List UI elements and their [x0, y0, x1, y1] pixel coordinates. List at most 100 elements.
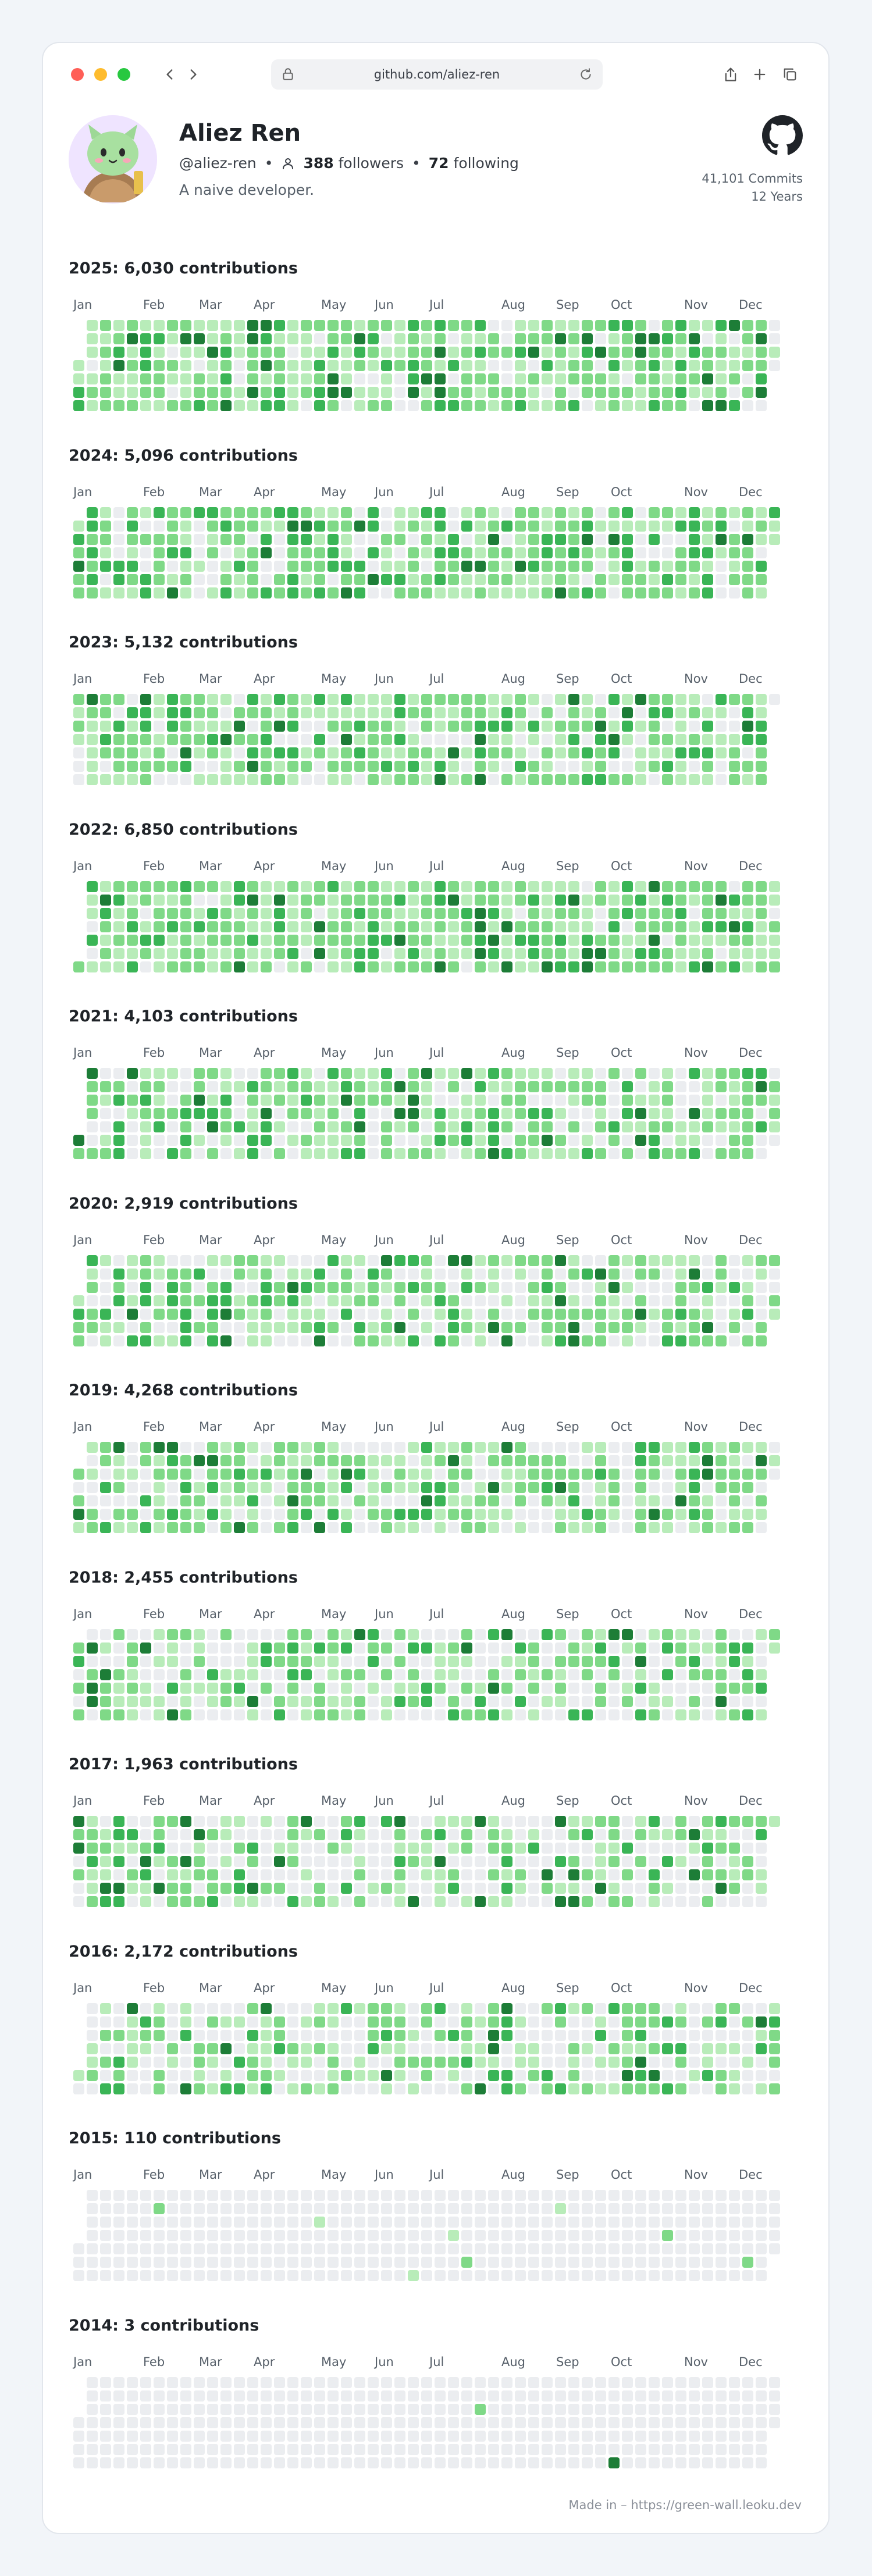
contribution-cell[interactable]: [314, 2431, 325, 2442]
contribution-cell[interactable]: [729, 2431, 740, 2442]
contribution-cell[interactable]: [113, 1322, 124, 1333]
contribution-cell[interactable]: [729, 1642, 740, 1654]
contribution-cell[interactable]: [716, 547, 727, 558]
contribution-cell[interactable]: [716, 948, 727, 959]
contribution-cell[interactable]: [595, 935, 606, 946]
contribution-cell[interactable]: [568, 2043, 579, 2054]
contribution-cell[interactable]: [408, 747, 419, 758]
contribution-cell[interactable]: [515, 1135, 526, 1146]
contribution-cell[interactable]: [729, 521, 740, 532]
contribution-cell[interactable]: [328, 2390, 339, 2402]
contribution-cell[interactable]: [542, 2190, 553, 2201]
contribution-cell[interactable]: [73, 387, 84, 398]
contribution-cell[interactable]: [154, 1896, 165, 1907]
contribution-cell[interactable]: [568, 1095, 579, 1106]
contribution-cell[interactable]: [528, 1269, 539, 1280]
contribution-cell[interactable]: [100, 1495, 111, 1506]
contribution-cell[interactable]: [716, 534, 727, 545]
contribution-cell[interactable]: [207, 1816, 218, 1827]
contribution-cell[interactable]: [207, 948, 218, 959]
contribution-cell[interactable]: [341, 1081, 352, 1092]
contribution-cell[interactable]: [555, 1709, 566, 1720]
contribution-cell[interactable]: [675, 1495, 686, 1506]
contribution-cell[interactable]: [274, 561, 285, 572]
contribution-cell[interactable]: [274, 2377, 285, 2388]
contribution-cell[interactable]: [662, 1856, 673, 1867]
contribution-cell[interactable]: [194, 2057, 205, 2068]
contribution-cell[interactable]: [274, 1856, 285, 1867]
contribution-cell[interactable]: [435, 2230, 446, 2241]
contribution-cell[interactable]: [461, 1068, 472, 1079]
contribution-cell[interactable]: [662, 2070, 673, 2081]
contribution-cell[interactable]: [354, 2190, 365, 2201]
contribution-cell[interactable]: [127, 1696, 138, 1707]
contribution-cell[interactable]: [368, 948, 379, 959]
contribution-cell[interactable]: [381, 347, 392, 358]
contribution-cell[interactable]: [635, 2417, 646, 2428]
contribution-cell[interactable]: [421, 1629, 432, 1640]
contribution-cell[interactable]: [582, 895, 593, 906]
contribution-cell[interactable]: [87, 1522, 98, 1533]
contribution-cell[interactable]: [127, 1495, 138, 1506]
contribution-cell[interactable]: [756, 2444, 767, 2455]
contribution-cell[interactable]: [608, 1683, 620, 1694]
contribution-cell[interactable]: [154, 1309, 165, 1320]
contribution-cell[interactable]: [716, 2270, 727, 2281]
contribution-cell[interactable]: [194, 320, 205, 331]
contribution-cell[interactable]: [113, 2390, 124, 2402]
contribution-cell[interactable]: [568, 2203, 579, 2214]
contribution-cell[interactable]: [381, 1335, 392, 1346]
contribution-cell[interactable]: [408, 1482, 419, 1493]
contribution-cell[interactable]: [368, 1121, 379, 1132]
contribution-cell[interactable]: [555, 2217, 566, 2228]
contribution-cell[interactable]: [595, 1642, 606, 1654]
contribution-cell[interactable]: [234, 1683, 245, 1694]
contribution-cell[interactable]: [622, 1295, 633, 1306]
contribution-cell[interactable]: [448, 1869, 459, 1880]
contribution-cell[interactable]: [194, 1081, 205, 1092]
contribution-cell[interactable]: [515, 1322, 526, 1333]
contribution-cell[interactable]: [247, 908, 258, 919]
contribution-cell[interactable]: [582, 1095, 593, 1106]
contribution-cell[interactable]: [448, 1656, 459, 1667]
contribution-cell[interactable]: [769, 908, 780, 919]
contribution-cell[interactable]: [408, 320, 419, 331]
contribution-cell[interactable]: [689, 507, 700, 518]
contribution-cell[interactable]: [287, 2083, 298, 2094]
contribution-cell[interactable]: [247, 1495, 258, 1506]
contribution-cell[interactable]: [140, 2203, 151, 2214]
contribution-cell[interactable]: [568, 948, 579, 959]
contribution-cell[interactable]: [435, 721, 446, 732]
contribution-cell[interactable]: [528, 721, 539, 732]
contribution-cell[interactable]: [515, 2190, 526, 2201]
contribution-cell[interactable]: [608, 373, 620, 384]
contribution-cell[interactable]: [381, 1322, 392, 1333]
contribution-cell[interactable]: [742, 1068, 753, 1079]
contribution-cell[interactable]: [207, 2203, 218, 2214]
contribution-cell[interactable]: [354, 1883, 365, 1894]
contribution-cell[interactable]: [154, 1669, 165, 1680]
contribution-cell[interactable]: [435, 2417, 446, 2428]
contribution-cell[interactable]: [368, 881, 379, 892]
contribution-cell[interactable]: [675, 948, 686, 959]
contribution-cell[interactable]: [608, 921, 620, 932]
contribution-cell[interactable]: [742, 1135, 753, 1146]
contribution-cell[interactable]: [742, 1629, 753, 1640]
contribution-cell[interactable]: [729, 2230, 740, 2241]
contribution-cell[interactable]: [501, 1121, 512, 1132]
contribution-cell[interactable]: [194, 2016, 205, 2028]
contribution-cell[interactable]: [113, 1455, 124, 1466]
contribution-cell[interactable]: [140, 1509, 151, 1520]
contribution-cell[interactable]: [716, 2217, 727, 2228]
contribution-cell[interactable]: [742, 1656, 753, 1667]
contribution-cell[interactable]: [194, 373, 205, 384]
contribution-cell[interactable]: [729, 2190, 740, 2201]
contribution-cell[interactable]: [140, 1455, 151, 1466]
contribution-cell[interactable]: [140, 1656, 151, 1667]
contribution-cell[interactable]: [515, 521, 526, 532]
contribution-cell[interactable]: [274, 1442, 285, 1453]
contribution-cell[interactable]: [127, 1683, 138, 1694]
contribution-cell[interactable]: [354, 1656, 365, 1667]
contribution-cell[interactable]: [582, 373, 593, 384]
contribution-cell[interactable]: [408, 2257, 419, 2268]
